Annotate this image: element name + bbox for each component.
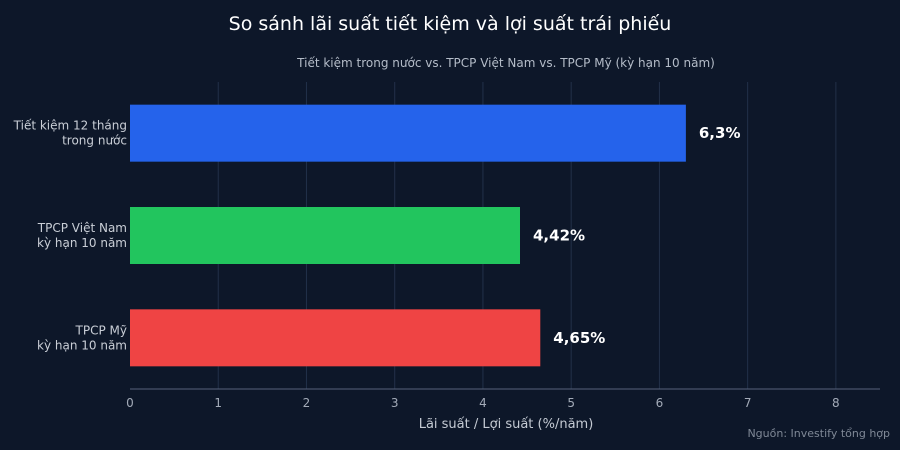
category-label-1: TPCP Việt Nam kỳ hạn 10 năm (37, 221, 127, 250)
category-label-0-line-0: Tiết kiệm 12 tháng (13, 119, 127, 133)
category-labels: Tiết kiệm 12 tháng trong nước TPCP Việt Na… (13, 119, 127, 353)
category-label-2-line-0: TPCP Mỹ (75, 323, 127, 337)
category-label-1-line-0: TPCP Việt Nam (37, 221, 127, 235)
value-label-2: 4,65% (553, 329, 605, 347)
category-label-1-line-1: kỳ hạn 10 năm (37, 236, 127, 250)
value-label-0: 6,3% (699, 124, 741, 142)
x-tick-label-4: 4 (479, 396, 487, 410)
x-tick-label-7: 7 (744, 396, 752, 410)
source-note: Nguồn: Investify tổng hợp (747, 427, 890, 440)
value-labels: 6,3% 4,42% 4,65% (533, 124, 740, 347)
category-label-0-line-1: trong nước (62, 134, 127, 148)
bar-2 (130, 309, 541, 367)
x-tick-label-6: 6 (656, 396, 664, 410)
x-tick-label-3: 3 (391, 396, 399, 410)
bars (130, 104, 686, 367)
chart-title: So sánh lãi suất tiết kiệm và lợi suất t… (229, 13, 672, 35)
category-label-2-line-1: kỳ hạn 10 năm (37, 338, 127, 352)
value-label-1: 4,42% (533, 227, 585, 245)
category-label-0: Tiết kiệm 12 tháng trong nước (13, 119, 127, 148)
x-tick-label-8: 8 (832, 396, 840, 410)
x-tick-label-0: 0 (126, 396, 134, 410)
category-label-2: TPCP Mỹ kỳ hạn 10 năm (37, 323, 127, 352)
x-tick-label-1: 1 (214, 396, 222, 410)
x-tick-label-2: 2 (303, 396, 311, 410)
bar-0 (130, 104, 686, 162)
x-tick-label-5: 5 (567, 396, 575, 410)
bar-1 (130, 207, 520, 264)
x-axis-label: Lãi suất / Lợi suất (%/năm) (419, 417, 594, 432)
chart-subtitle: Tiết kiệm trong nước vs. TPCP Việt Nam v… (296, 56, 715, 70)
x-tick-labels: 0 1 2 3 4 5 6 7 8 (126, 396, 840, 410)
